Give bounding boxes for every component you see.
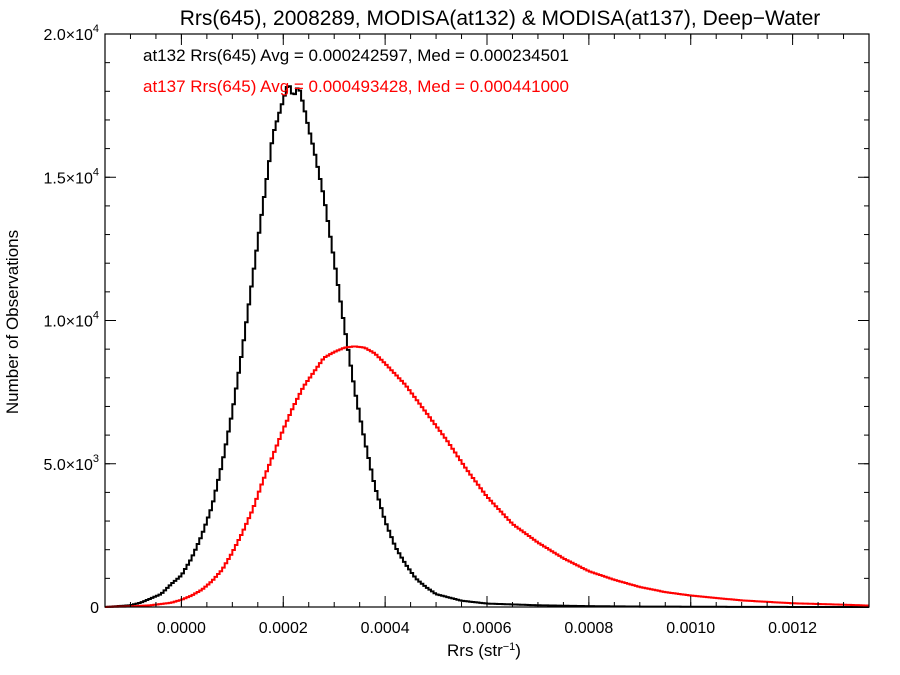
y-tick-label: 2.0×104 — [43, 23, 99, 44]
ticks-layer: 0.0000 0.0002 0.0004 0.0006 0.0008 0.0010 0.00… — [43, 23, 870, 637]
x-axis-label: Rrs (str−1) — [447, 641, 521, 660]
annotation-at132: at132 Rrs(645) Avg = 0.000242597, Med = … — [143, 46, 569, 65]
x-tick-label: 0.0010 — [666, 620, 715, 637]
x-tick-label: 0.0012 — [768, 620, 817, 637]
x-tick-label: 0.0006 — [463, 620, 512, 637]
y-tick-label: 0 — [90, 600, 99, 617]
y-tick-label: 1.0×104 — [43, 310, 99, 331]
x-axis-label-superscript: −1 — [503, 641, 516, 653]
y-tick-label: 1.5×104 — [43, 166, 99, 187]
annotation-at137: at137 Rrs(645) Avg = 0.000493428, Med = … — [143, 77, 569, 96]
x-tick-label: 0.0004 — [361, 620, 410, 637]
x-tick-label: 0.0008 — [564, 620, 613, 637]
plot-area-frame — [104, 33, 870, 608]
chart-title: Rrs(645), 2008289, MODISA(at132) & MODIS… — [180, 7, 821, 30]
y-axis-label: Number of Observations — [3, 230, 22, 414]
series-layer — [105, 85, 869, 608]
y-tick-label: 5.0×103 — [43, 453, 99, 474]
x-tick-label: 0.0000 — [157, 620, 206, 637]
histogram-series-1 — [105, 345, 869, 608]
histogram-series-0 — [105, 85, 869, 608]
x-tick-label: 0.0002 — [259, 620, 308, 637]
